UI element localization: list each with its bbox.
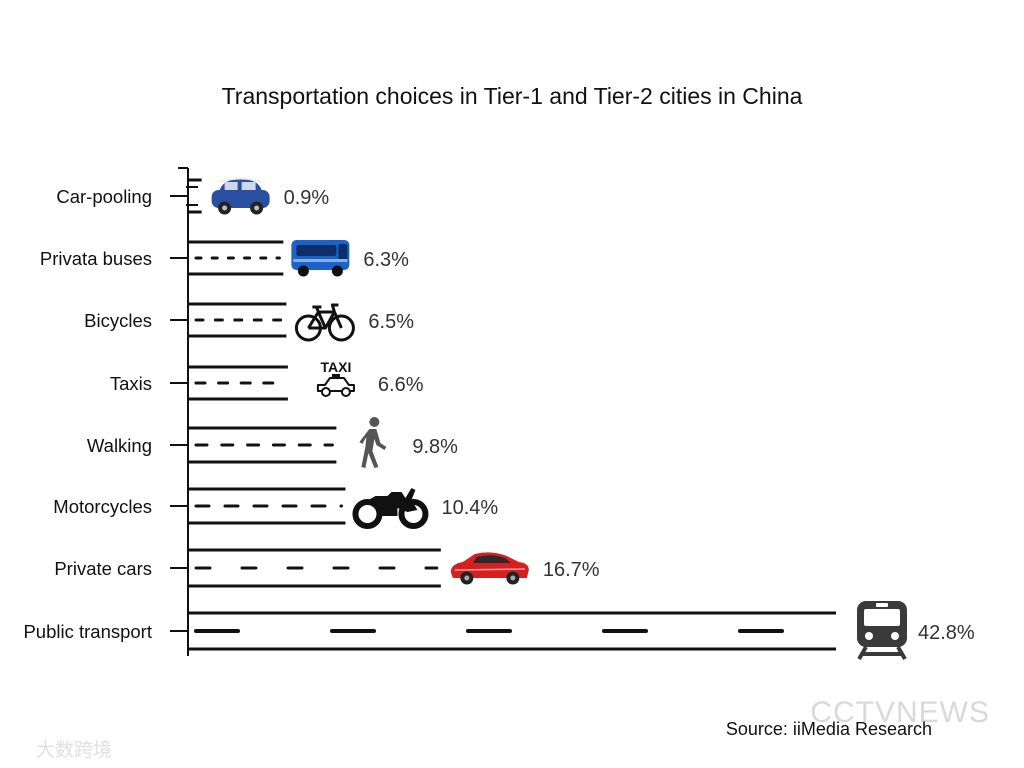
category-label: Walking bbox=[87, 435, 152, 456]
bar bbox=[178, 167, 202, 214]
category-label: Privata buses bbox=[40, 248, 152, 269]
mini-car-icon bbox=[211, 177, 270, 215]
category-label: Bicycles bbox=[84, 310, 152, 331]
taxi-sign: TAXI bbox=[320, 359, 351, 375]
category-label: Public transport bbox=[23, 621, 152, 642]
bar bbox=[188, 548, 441, 588]
chart-title: Transportation choices in Tier-1 and Tie… bbox=[222, 83, 803, 109]
category-label: Motorcycles bbox=[53, 496, 152, 517]
value-label: 9.8% bbox=[412, 436, 458, 458]
value-label: 0.9% bbox=[284, 187, 330, 209]
bar bbox=[188, 487, 346, 525]
taxi-icon: TAXI bbox=[316, 359, 355, 397]
value-label: 6.6% bbox=[378, 374, 424, 396]
bar bbox=[188, 426, 337, 464]
bar bbox=[188, 302, 287, 338]
bar bbox=[188, 611, 836, 651]
walking-person-icon bbox=[359, 417, 387, 468]
bus-icon bbox=[291, 240, 350, 277]
category-label: Taxis bbox=[110, 373, 152, 394]
motorcycle-icon bbox=[352, 488, 429, 529]
bars-group: Car-pooling 0.9% Privata buses 6.3% Bicycles… bbox=[23, 167, 975, 661]
value-label: 42.8% bbox=[918, 622, 975, 644]
value-label: 10.4% bbox=[441, 497, 498, 519]
bar bbox=[188, 365, 288, 401]
bicycle-icon bbox=[294, 303, 355, 342]
sports-car-icon bbox=[450, 552, 529, 585]
category-label: Car-pooling bbox=[56, 186, 152, 207]
category-label: Private cars bbox=[54, 558, 152, 579]
bar bbox=[188, 240, 284, 276]
value-label: 16.7% bbox=[543, 559, 600, 581]
train-icon bbox=[857, 601, 907, 661]
value-label: 6.3% bbox=[363, 249, 409, 271]
watermark-corner: 大数跨境 bbox=[36, 739, 112, 761]
watermark: CCTVNEWS bbox=[810, 696, 990, 729]
value-label: 6.5% bbox=[368, 311, 414, 333]
source-note: Source: iiMedia Research bbox=[726, 719, 932, 739]
